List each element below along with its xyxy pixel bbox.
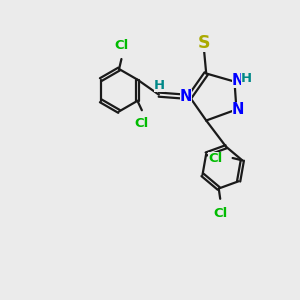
Text: N: N (232, 102, 244, 117)
Text: Cl: Cl (114, 39, 129, 52)
Text: S: S (198, 34, 210, 52)
Text: Cl: Cl (135, 117, 149, 130)
Text: N: N (180, 89, 192, 104)
Text: N: N (232, 73, 244, 88)
Text: Cl: Cl (213, 207, 227, 220)
Text: Cl: Cl (208, 152, 223, 164)
Text: H: H (154, 79, 165, 92)
Text: H: H (241, 72, 252, 85)
